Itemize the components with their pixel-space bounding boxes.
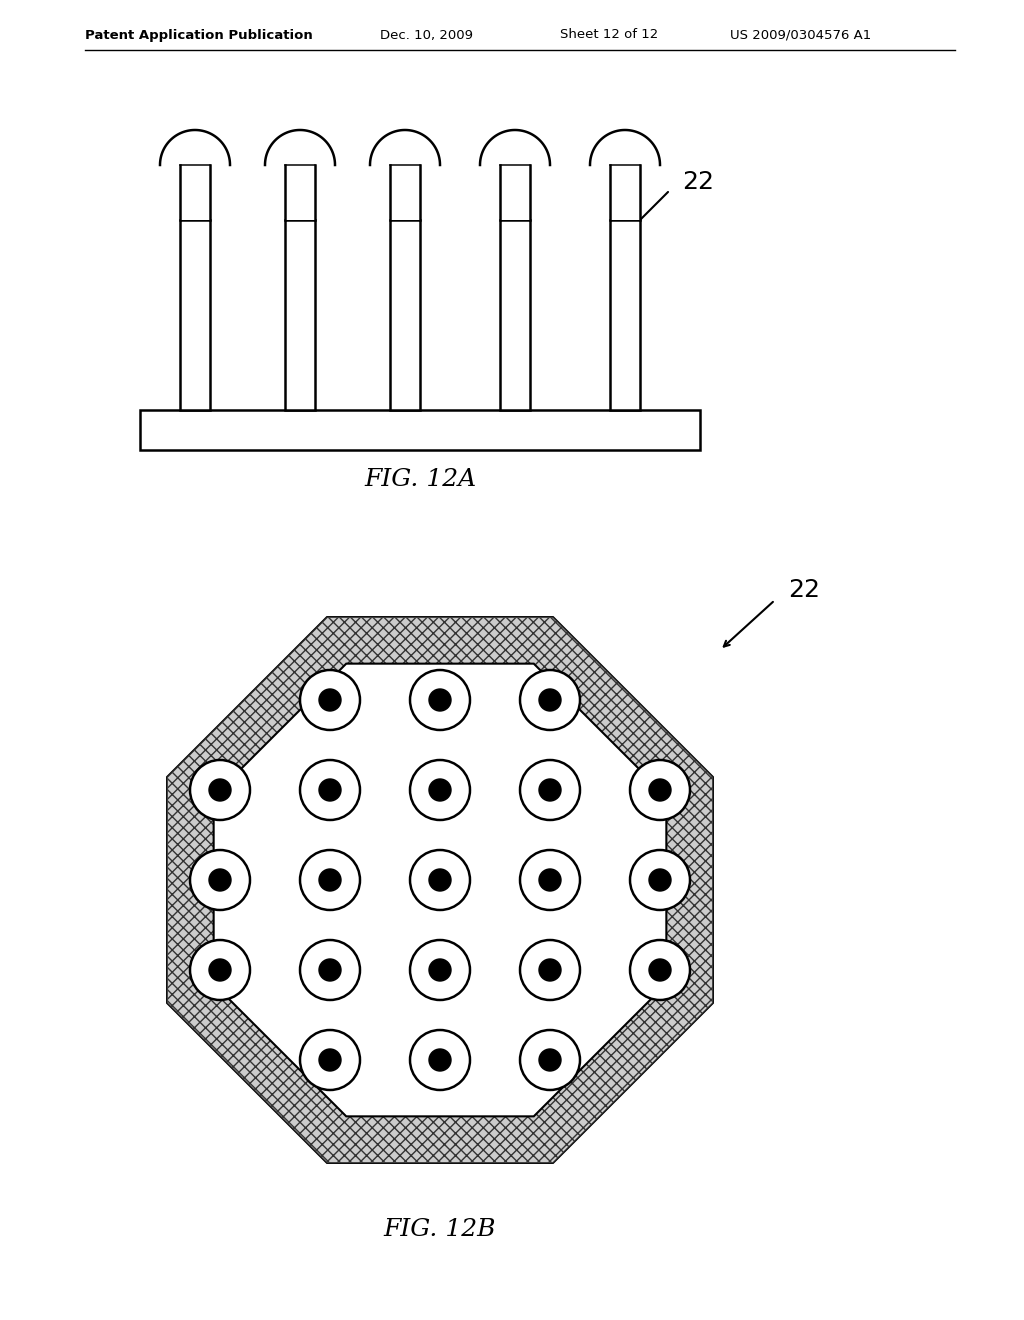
Circle shape: [429, 1049, 451, 1071]
Polygon shape: [214, 664, 667, 1117]
Polygon shape: [390, 165, 420, 220]
Circle shape: [190, 940, 250, 1001]
Polygon shape: [180, 220, 210, 411]
Circle shape: [410, 940, 470, 1001]
Circle shape: [429, 960, 451, 981]
Polygon shape: [168, 618, 713, 1163]
Circle shape: [649, 869, 671, 891]
Circle shape: [209, 960, 231, 981]
Circle shape: [649, 960, 671, 981]
Circle shape: [520, 850, 580, 909]
Circle shape: [190, 760, 250, 820]
Circle shape: [429, 869, 451, 891]
Polygon shape: [160, 129, 230, 165]
Circle shape: [410, 850, 470, 909]
Circle shape: [319, 779, 341, 801]
Circle shape: [520, 940, 580, 1001]
Polygon shape: [610, 220, 640, 411]
Text: Patent Application Publication: Patent Application Publication: [85, 29, 312, 41]
Circle shape: [410, 1030, 470, 1090]
Text: FIG. 12B: FIG. 12B: [384, 1218, 497, 1242]
Bar: [140, 411, 700, 450]
Circle shape: [520, 671, 580, 730]
Polygon shape: [265, 129, 335, 165]
Circle shape: [319, 960, 341, 981]
Circle shape: [520, 1030, 580, 1090]
Polygon shape: [285, 165, 315, 220]
Polygon shape: [610, 165, 640, 220]
Circle shape: [520, 760, 580, 820]
Polygon shape: [370, 129, 440, 165]
Text: Sheet 12 of 12: Sheet 12 of 12: [560, 29, 658, 41]
Circle shape: [630, 850, 690, 909]
Circle shape: [319, 1049, 341, 1071]
Text: FIG. 12A: FIG. 12A: [364, 469, 476, 491]
Polygon shape: [480, 129, 550, 165]
Polygon shape: [590, 129, 660, 165]
Polygon shape: [285, 220, 315, 411]
Circle shape: [300, 671, 360, 730]
Circle shape: [300, 940, 360, 1001]
Circle shape: [429, 779, 451, 801]
Circle shape: [319, 869, 341, 891]
Circle shape: [410, 760, 470, 820]
Polygon shape: [390, 220, 420, 411]
Circle shape: [539, 689, 561, 711]
Circle shape: [300, 1030, 360, 1090]
Polygon shape: [168, 618, 713, 1163]
Circle shape: [429, 689, 451, 711]
Circle shape: [300, 760, 360, 820]
Text: 22: 22: [682, 170, 714, 194]
Text: Dec. 10, 2009: Dec. 10, 2009: [380, 29, 473, 41]
Polygon shape: [500, 220, 530, 411]
Circle shape: [209, 869, 231, 891]
Circle shape: [539, 779, 561, 801]
Text: US 2009/0304576 A1: US 2009/0304576 A1: [730, 29, 871, 41]
Circle shape: [300, 850, 360, 909]
Circle shape: [630, 940, 690, 1001]
Text: 22: 22: [788, 578, 820, 602]
Circle shape: [319, 689, 341, 711]
Circle shape: [539, 1049, 561, 1071]
Polygon shape: [180, 165, 210, 220]
Circle shape: [410, 671, 470, 730]
Circle shape: [209, 779, 231, 801]
Polygon shape: [500, 165, 530, 220]
Circle shape: [649, 779, 671, 801]
Circle shape: [539, 869, 561, 891]
Circle shape: [190, 850, 250, 909]
Circle shape: [539, 960, 561, 981]
Circle shape: [630, 760, 690, 820]
